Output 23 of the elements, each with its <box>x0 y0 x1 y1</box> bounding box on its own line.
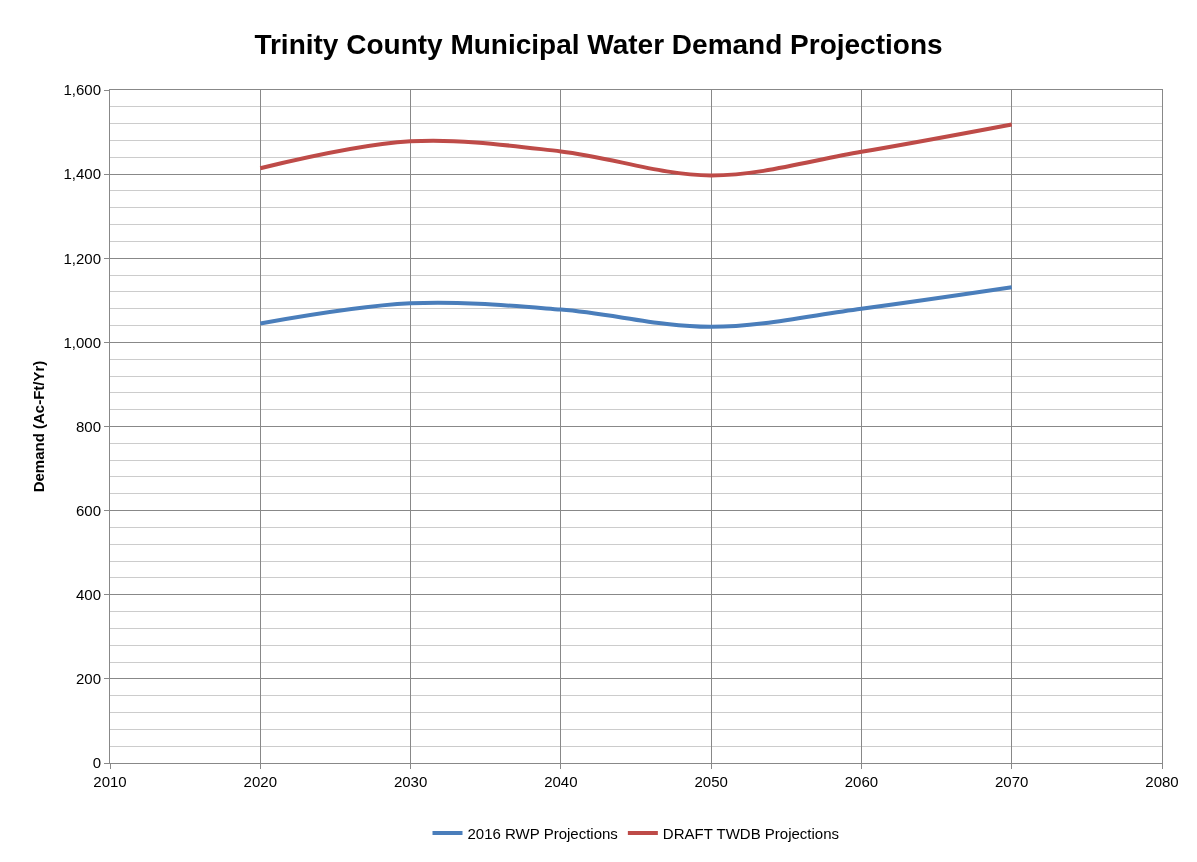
y-tick-label: 1,200 <box>63 249 101 267</box>
x-tick-label: 2020 <box>243 773 277 790</box>
y-tick-label: 0 <box>92 754 101 772</box>
x-tick-label: 2010 <box>93 773 127 790</box>
x-tick-label: 2050 <box>694 773 728 790</box>
y-tick-label: 1,400 <box>63 165 101 183</box>
y-axis-title: Demand (Ac-Ft/Yr) <box>29 360 47 493</box>
chart-title: Trinity County Municipal Water Demand Projections <box>254 29 943 61</box>
y-tick-label: 1,600 <box>63 81 101 99</box>
x-tick-label: 2030 <box>393 773 428 790</box>
x-tick-label: 2070 <box>995 773 1029 790</box>
y-tick-label: 200 <box>75 670 101 688</box>
legend-label: DRAFT TWDB Projections <box>662 824 840 842</box>
x-tick-label: 2040 <box>544 773 578 790</box>
legend-label: 2016 RWP Projections <box>467 824 618 842</box>
y-tick-label: 600 <box>75 501 101 519</box>
line-series <box>258 122 1014 178</box>
y-tick-label: 1,000 <box>63 333 101 351</box>
x-tick-label: 2080 <box>1145 773 1179 790</box>
y-tick-label: 400 <box>75 586 101 603</box>
x-tick-label: 2060 <box>844 773 879 790</box>
y-tick-label: 800 <box>75 417 101 435</box>
line-series <box>258 285 1014 329</box>
